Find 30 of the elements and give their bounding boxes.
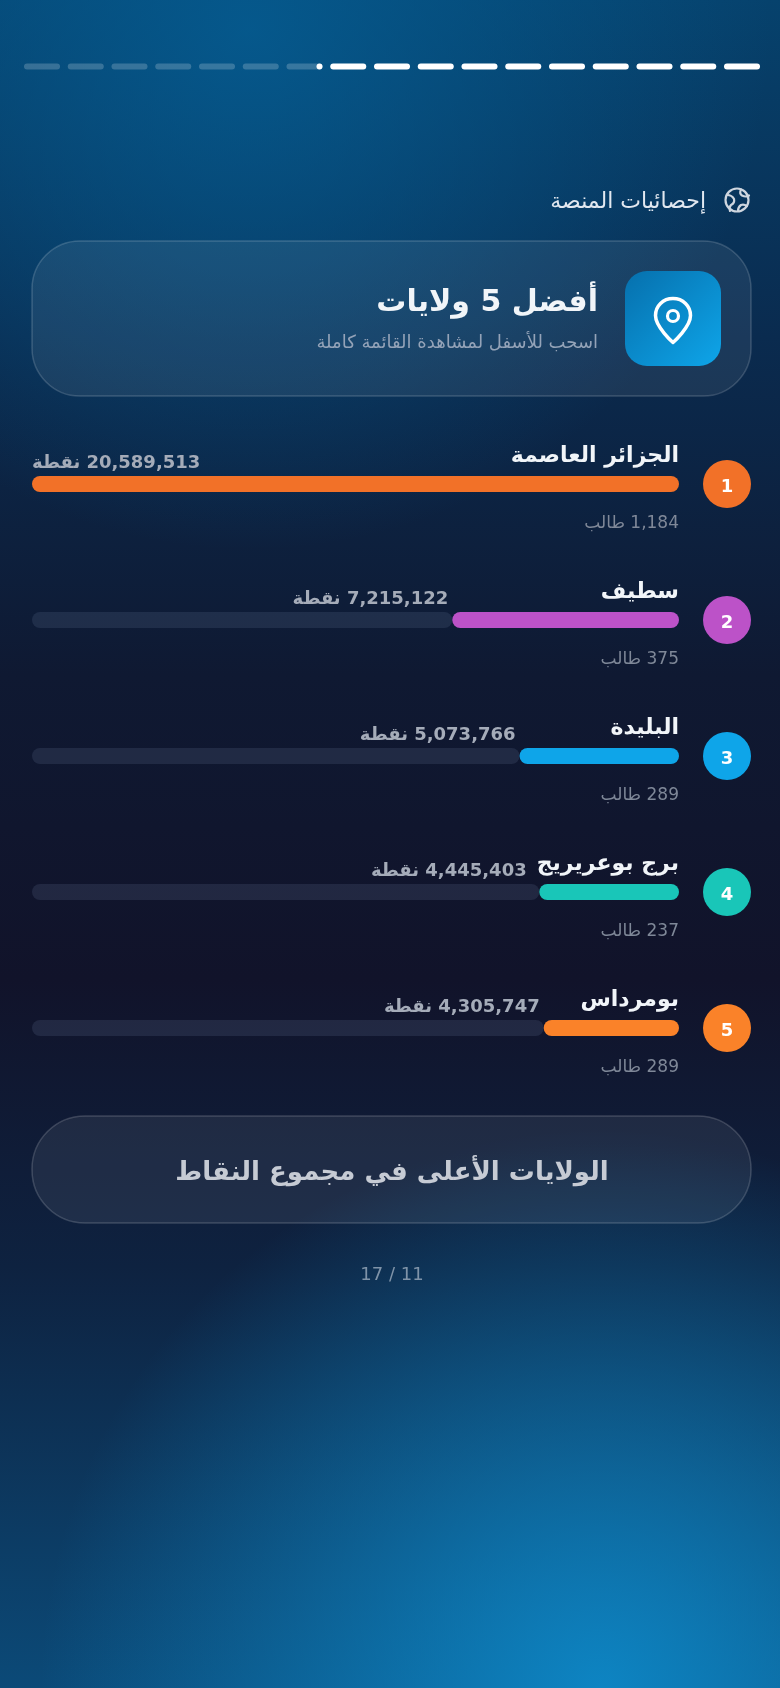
annotation: 289 طالب xyxy=(600,784,679,804)
data-label: 20,589,513 نقطة xyxy=(32,450,201,472)
bar xyxy=(452,612,679,628)
text: 2 xyxy=(720,610,734,632)
text: إحصائيات المنصة xyxy=(550,187,706,214)
annotation: 1,184 طالب xyxy=(584,512,679,532)
y-tick-label: برج بوعريريج xyxy=(536,849,679,876)
data-label: 4,445,403 نقطة xyxy=(370,858,527,880)
text: 17 / 11 xyxy=(360,1262,424,1284)
bar xyxy=(543,1020,679,1036)
text: 4 xyxy=(720,882,734,904)
chart-title: أفضل 5 ولايات xyxy=(376,280,598,319)
y-tick-label: الجزائر العاصمة xyxy=(510,441,679,468)
y-tick-label: سطيف xyxy=(600,577,679,603)
bar xyxy=(32,476,679,492)
annotation: 289 طالب xyxy=(600,1056,679,1076)
text: 5 xyxy=(720,1018,734,1040)
text: 1 xyxy=(720,474,734,496)
text: الولايات الأعلى في مجموع النقاط xyxy=(175,1155,609,1187)
text: 3 xyxy=(720,746,734,768)
data-label: 7,215,122 نقطة xyxy=(292,586,449,608)
bar xyxy=(519,748,679,764)
y-tick-label: بومرداس xyxy=(580,985,679,1012)
chart-subtitle: اسحب للأسفل لمشاهدة القائمة كاملة xyxy=(316,330,598,352)
y-tick-label: البليدة xyxy=(610,713,679,739)
annotation: 237 طالب xyxy=(600,920,679,940)
data-label: 4,305,747 نقطة xyxy=(383,994,540,1016)
annotation: 375 طالب xyxy=(600,648,679,668)
bar xyxy=(539,884,679,900)
data-label: 5,073,766 نقطة xyxy=(359,722,516,744)
